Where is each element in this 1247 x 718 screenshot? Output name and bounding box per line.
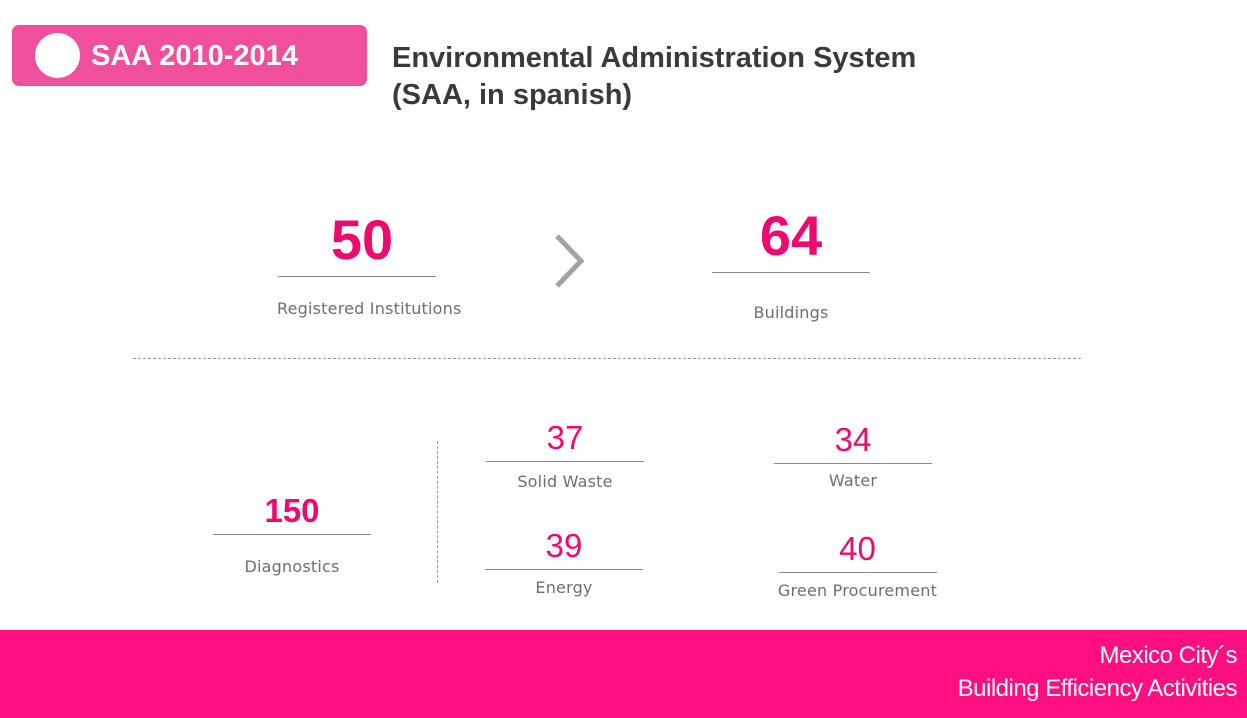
stat-rule — [778, 572, 937, 573]
badge-label: SAA 2010-2014 — [91, 40, 298, 72]
footer-line-2: Building Efficiency Activities — [957, 675, 1238, 702]
stat-label: Diagnostics — [244, 557, 340, 576]
stat-buildings: 64 Buildings — [711, 208, 871, 322]
stat-solid-waste: 37 Solid Waste — [485, 421, 645, 491]
stat-water: 34 Water — [773, 423, 933, 490]
footer-text: Mexico City´s Building Efficiency Activi… — [957, 639, 1238, 705]
stat-value: 64 — [759, 204, 823, 267]
stat-diagnostics: 150 Diagnostics — [212, 494, 372, 576]
stat-value: 37 — [546, 419, 584, 456]
stat-label: Solid Waste — [517, 472, 613, 491]
stat-value: 40 — [839, 530, 876, 567]
stat-value: 39 — [545, 527, 583, 564]
stat-rule — [712, 272, 870, 273]
page-title: Environmental Administration System (SAA… — [392, 40, 1012, 114]
stat-rule — [278, 276, 436, 277]
title-line-1: Environmental Administration System — [392, 42, 917, 74]
title-line-2: (SAA, in spanish) — [392, 79, 633, 111]
stat-value: 150 — [264, 492, 320, 529]
stat-value: 34 — [834, 421, 872, 458]
stat-label: Green Procurement — [777, 581, 938, 600]
badge-circle-icon — [35, 33, 80, 78]
stat-label: Energy — [535, 578, 593, 597]
stat-energy: 39 Energy — [484, 529, 644, 597]
stat-label: Buildings — [753, 303, 829, 322]
horizontal-divider — [133, 358, 1081, 359]
stat-rule — [774, 463, 932, 464]
stat-rule — [213, 534, 371, 535]
footer-banner: Mexico City´s Building Efficiency Activi… — [0, 630, 1247, 718]
header-badge: SAA 2010-2014 — [12, 25, 367, 86]
stat-label: Registered Institutions — [277, 299, 462, 318]
stat-green-procurement: 40 Green Procurement — [775, 532, 940, 600]
footer-line-1: Mexico City´s — [1099, 642, 1237, 669]
stat-registered-institutions: 50 Registered Institutions — [277, 208, 462, 319]
stat-rule — [485, 569, 643, 570]
chevron-right-icon — [555, 234, 585, 288]
stat-rule — [486, 461, 644, 462]
stat-label: Water — [828, 471, 878, 490]
stat-value: 50 — [330, 208, 394, 271]
vertical-divider — [437, 441, 438, 583]
